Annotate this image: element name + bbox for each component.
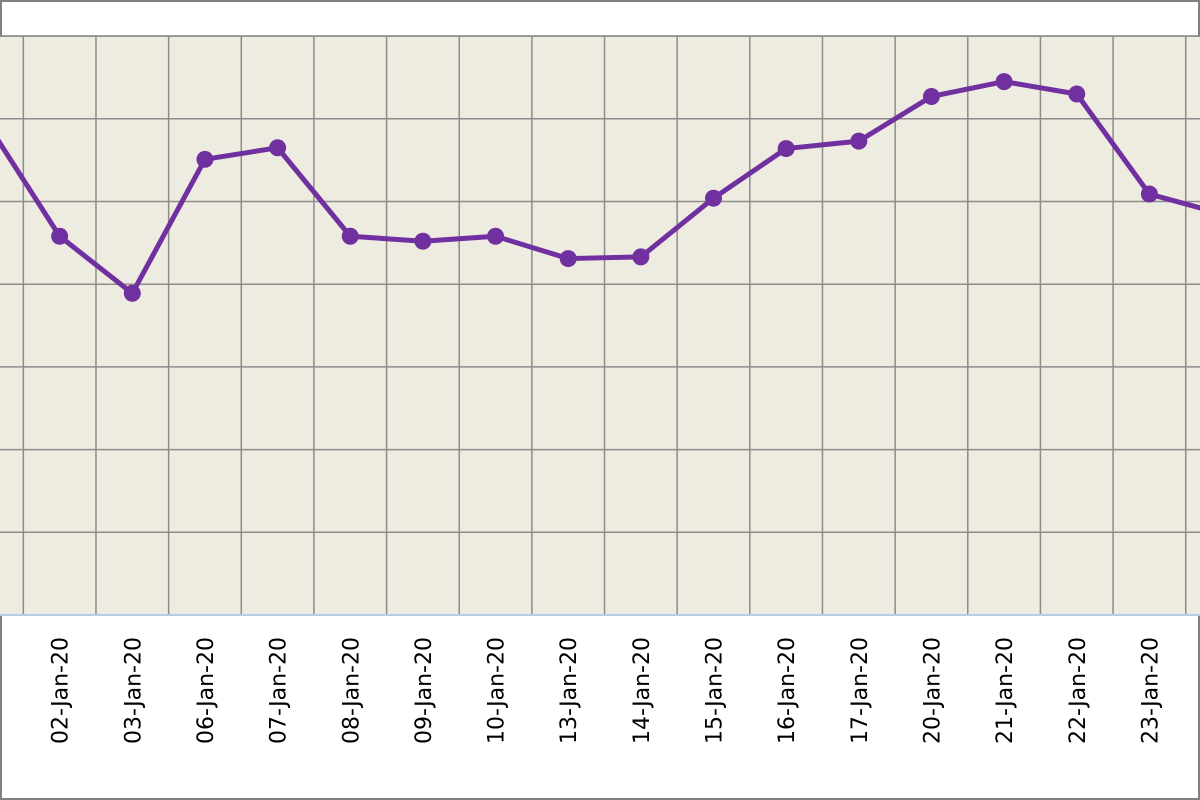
data-point xyxy=(632,248,650,266)
data-point xyxy=(850,132,868,150)
series-layer xyxy=(0,73,1200,302)
data-point xyxy=(995,73,1013,91)
data-point xyxy=(487,227,505,245)
x-tick-label: 15-Jan-20 xyxy=(703,637,728,744)
x-tick-label: 07-Jan-20 xyxy=(267,637,292,744)
data-point xyxy=(341,227,359,245)
data-point xyxy=(922,87,940,105)
x-tick-label: 16-Jan-20 xyxy=(775,637,800,744)
x-tick-label: 22-Jan-20 xyxy=(1066,637,1091,744)
x-tick-label: 02-Jan-20 xyxy=(49,637,74,744)
data-point xyxy=(777,140,795,158)
x-tick-label: 09-Jan-20 xyxy=(412,637,437,744)
plot-area xyxy=(0,36,1200,615)
x-tick-label: 13-Jan-20 xyxy=(557,637,582,744)
data-point xyxy=(269,139,287,157)
data-point xyxy=(196,150,214,168)
series-line xyxy=(0,79,1200,296)
data-point xyxy=(1140,185,1158,203)
data-point xyxy=(414,232,432,250)
x-axis-tick-labels: 02-Jan-20 03-Jan-20 06-Jan-20 07-Jan-20 08-J… xyxy=(49,637,1164,744)
x-tick-label: 03-Jan-20 xyxy=(121,637,146,744)
x-tick-label: 08-Jan-20 xyxy=(339,637,364,744)
x-tick-label: 14-Jan-20 xyxy=(630,637,655,744)
data-point xyxy=(705,189,722,207)
x-tick-label: 17-Jan-20 xyxy=(848,637,873,744)
x-tick-label: 10-Jan-20 xyxy=(485,637,510,744)
x-tick-label: 23-Jan-20 xyxy=(1138,637,1163,744)
x-tick-label: 21-Jan-20 xyxy=(993,637,1018,744)
data-point xyxy=(51,227,69,245)
data-point xyxy=(123,284,141,302)
data-point xyxy=(559,250,577,268)
data-point xyxy=(1068,85,1086,103)
x-tick-label: 06-Jan-20 xyxy=(194,637,219,744)
x-tick-label: 20-Jan-20 xyxy=(920,637,945,744)
